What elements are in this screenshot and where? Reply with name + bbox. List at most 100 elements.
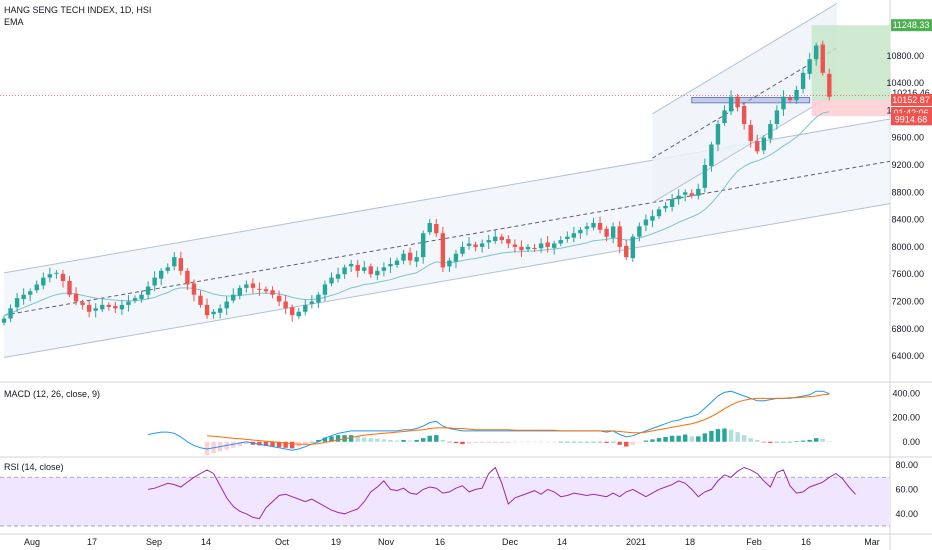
- time-tick-label: Oct: [275, 537, 290, 547]
- candle-body: [709, 144, 714, 167]
- candle-body: [237, 287, 242, 296]
- candle-body: [479, 243, 485, 247]
- candle-body: [663, 205, 668, 209]
- macd-histogram-bar: [473, 441, 478, 443]
- candle-body: [106, 304, 111, 307]
- macd-histogram-bar: [460, 441, 465, 445]
- candle-body: [244, 284, 249, 288]
- macd-histogram-bar: [538, 441, 544, 443]
- candle-body: [54, 272, 59, 274]
- macd-histogram-bar: [375, 438, 380, 442]
- macd-histogram-bar: [512, 441, 518, 443]
- macd-histogram-bar: [643, 440, 649, 442]
- candle-body: [401, 253, 406, 261]
- trend-channel-lower-line: [3, 203, 891, 358]
- candle-body: [512, 244, 518, 247]
- candle-body: [787, 97, 793, 101]
- candle-body: [755, 141, 760, 152]
- candle-body: [100, 304, 105, 310]
- macd-histogram-bar: [656, 438, 662, 442]
- candle-body: [466, 243, 472, 246]
- candle-body: [217, 308, 223, 313]
- candle-body: [637, 226, 642, 237]
- stop-price-tag-bg: [891, 113, 932, 126]
- time-tick-label: Nov: [378, 537, 395, 547]
- rsi-band: [0, 477, 890, 526]
- candle-body: [250, 283, 256, 288]
- macd-histogram-bar: [204, 441, 210, 455]
- candle-body: [499, 236, 504, 241]
- candle-body: [21, 294, 26, 300]
- candle-body: [774, 110, 780, 125]
- candle-body: [696, 188, 701, 196]
- candle-body: [722, 110, 727, 124]
- candle-body: [584, 226, 590, 229]
- macd-label[interactable]: MACD (12, 26, close, 9): [4, 389, 101, 399]
- candle-body: [276, 295, 282, 302]
- candle-body: [624, 245, 629, 258]
- candle-body: [414, 257, 419, 262]
- price-tick-label: 8800.00: [891, 187, 924, 197]
- candle-body: [800, 72, 806, 89]
- candle-body: [421, 233, 426, 258]
- candle-body: [506, 239, 511, 244]
- loss-zone: [811, 99, 890, 117]
- macd-histogram-bar: [650, 439, 655, 442]
- macd-histogram-bar: [578, 441, 583, 443]
- macd-histogram-bar: [525, 441, 531, 443]
- macd-histogram-bar: [597, 441, 603, 443]
- candle-body: [165, 267, 170, 271]
- macd-histogram-bar: [683, 434, 688, 442]
- candle-body: [375, 270, 380, 276]
- candle-body: [794, 89, 799, 101]
- candle-body: [159, 270, 164, 279]
- candle-body: [198, 295, 203, 305]
- macd-histogram-bar: [584, 441, 590, 443]
- candle-body: [552, 243, 557, 248]
- macd-histogram-bar: [434, 435, 439, 442]
- candle-body: [80, 302, 85, 305]
- macd-histogram-bar: [335, 435, 341, 442]
- macd-histogram-bar: [270, 441, 275, 447]
- candle-body: [335, 274, 341, 279]
- macd-histogram-bar: [263, 441, 269, 446]
- countdown-tag: 01:42:06: [893, 108, 928, 118]
- ema-indicator-label[interactable]: EMA: [4, 17, 24, 27]
- macd-histogram-bar: [545, 441, 550, 443]
- candle-body: [322, 284, 328, 295]
- macd-tick-label: 200.00: [892, 413, 920, 423]
- candle-body: [565, 236, 570, 240]
- price-tick-label: 7600.00: [891, 269, 924, 279]
- macd-histogram-bar: [741, 435, 747, 442]
- macd-tick-label: 0.00: [902, 437, 920, 447]
- candle-body: [493, 236, 498, 242]
- macd-histogram-bar: [669, 435, 675, 442]
- candle-body: [172, 257, 177, 267]
- macd-histogram-bar: [617, 441, 622, 445]
- candle-body: [460, 246, 465, 254]
- candle-body: [8, 308, 13, 319]
- time-tick-label: Feb: [746, 537, 762, 547]
- candle-body: [329, 277, 334, 284]
- macd-histogram-bar: [447, 441, 452, 443]
- macd-histogram-bar: [532, 441, 537, 443]
- candle-body: [152, 277, 157, 286]
- macd-histogram-bar: [768, 441, 773, 443]
- candle-body: [381, 267, 387, 271]
- candle-body: [73, 293, 79, 302]
- candle-body: [283, 301, 288, 309]
- macd-histogram-bar: [794, 441, 799, 442]
- candle-body: [368, 266, 373, 275]
- candle-body: [532, 247, 537, 249]
- macd-histogram-bar: [381, 439, 387, 442]
- macd-histogram-bar: [820, 438, 825, 442]
- candle-body: [604, 228, 609, 237]
- macd-histogram-bar: [781, 441, 786, 443]
- rsi-label[interactable]: RSI (14, close): [4, 462, 64, 472]
- macd-histogram-bar: [787, 441, 793, 443]
- time-tick-label: 14: [557, 537, 567, 547]
- macd-histogram-bar: [493, 441, 498, 443]
- macd-histogram-bar: [728, 429, 734, 442]
- macd-histogram-bar: [630, 441, 635, 445]
